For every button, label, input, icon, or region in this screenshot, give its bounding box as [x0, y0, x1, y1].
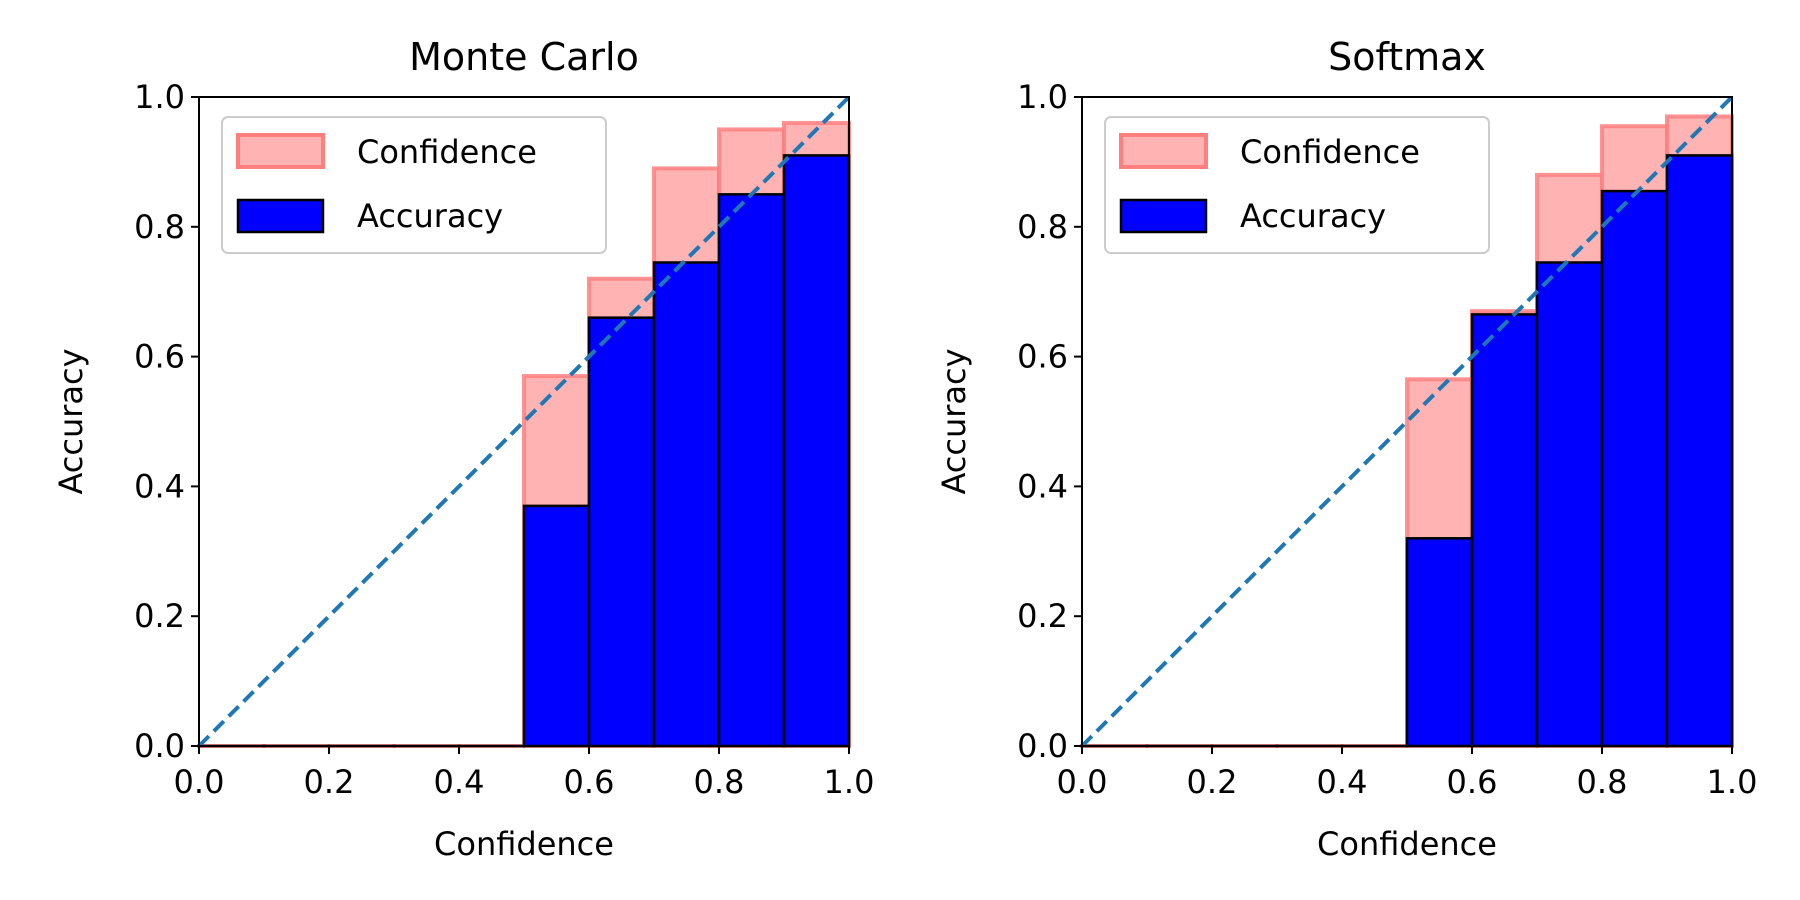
x-tick-label: 0.0 [174, 763, 225, 801]
chart-title: Softmax [1328, 35, 1486, 79]
x-tick-label: 0.4 [1317, 763, 1368, 801]
y-tick-label: 0.4 [1017, 467, 1068, 505]
legend-swatch-confidence [1119, 133, 1208, 169]
accuracy-bar [1535, 261, 1604, 748]
accuracy-bar [1665, 154, 1734, 748]
x-tick-label: 0.4 [434, 763, 485, 801]
y-tick-label: 0.0 [1017, 727, 1068, 765]
x-tick-label: 1.0 [824, 763, 875, 801]
y-tick-label: 0.0 [134, 727, 185, 765]
y-tick-label: 1.0 [1017, 78, 1068, 116]
y-tick-label: 0.8 [1017, 208, 1068, 246]
y-axis-label: Accuracy [52, 348, 90, 494]
accuracy-bar [782, 154, 851, 748]
monte-carlo-panel: 0.0 0.2 0.4 0.6 0.8 1.0 0.0 0.2 0.4 0.6 0.8 1.0 Mont… [52, 35, 874, 863]
legend-swatch-confidence [236, 133, 325, 169]
axes-frame [198, 96, 850, 747]
x-tick-label: 0.2 [304, 763, 355, 801]
accuracy-bar [1405, 537, 1474, 748]
softmax-panel: 0.0 0.2 0.4 0.6 0.8 1.0 0.0 0.2 0.4 0.6 0.8 1.0 Soft… [935, 35, 1757, 863]
y-tick-label: 0.8 [134, 208, 185, 246]
x-axis-label: Confidence [434, 825, 614, 863]
perfect-calibration-line [197, 95, 851, 748]
accuracy-bar [1470, 313, 1539, 748]
axes-frame [1081, 96, 1733, 747]
x-tick-label: 1.0 [1707, 763, 1758, 801]
y-tick-label: 0.2 [1017, 597, 1068, 635]
x-tick-label: 0.6 [1447, 763, 1498, 801]
legend-label-confidence: Confidence [357, 133, 537, 171]
x-tick-label: 0.2 [1187, 763, 1238, 801]
accuracy-bar [587, 316, 656, 748]
legend-label-accuracy: Accuracy [1240, 197, 1386, 235]
legend-swatch-accuracy [236, 198, 325, 234]
y-tick-label: 1.0 [134, 78, 185, 116]
legend-swatch-accuracy [1119, 198, 1208, 234]
y-tick-label: 0.6 [134, 338, 185, 376]
x-tick-label: 0.8 [1577, 763, 1628, 801]
x-tick-label: 0.8 [694, 763, 745, 801]
x-tick-label: 0.6 [564, 763, 615, 801]
y-tick-label: 0.6 [1017, 338, 1068, 376]
perfect-calibration-line [1080, 95, 1734, 748]
accuracy-bar [522, 504, 591, 748]
legend-label-accuracy: Accuracy [357, 197, 503, 235]
chart-title: Monte Carlo [409, 35, 639, 79]
accuracy-bar [717, 193, 786, 748]
accuracy-bar [652, 261, 721, 748]
legend-label-confidence: Confidence [1240, 133, 1420, 171]
x-tick-label: 0.0 [1057, 763, 1108, 801]
y-tick-label: 0.4 [134, 467, 185, 505]
y-axis-label: Accuracy [935, 348, 973, 494]
accuracy-bar [1600, 189, 1669, 748]
y-tick-label: 0.2 [134, 597, 185, 635]
x-axis-label: Confidence [1317, 825, 1497, 863]
